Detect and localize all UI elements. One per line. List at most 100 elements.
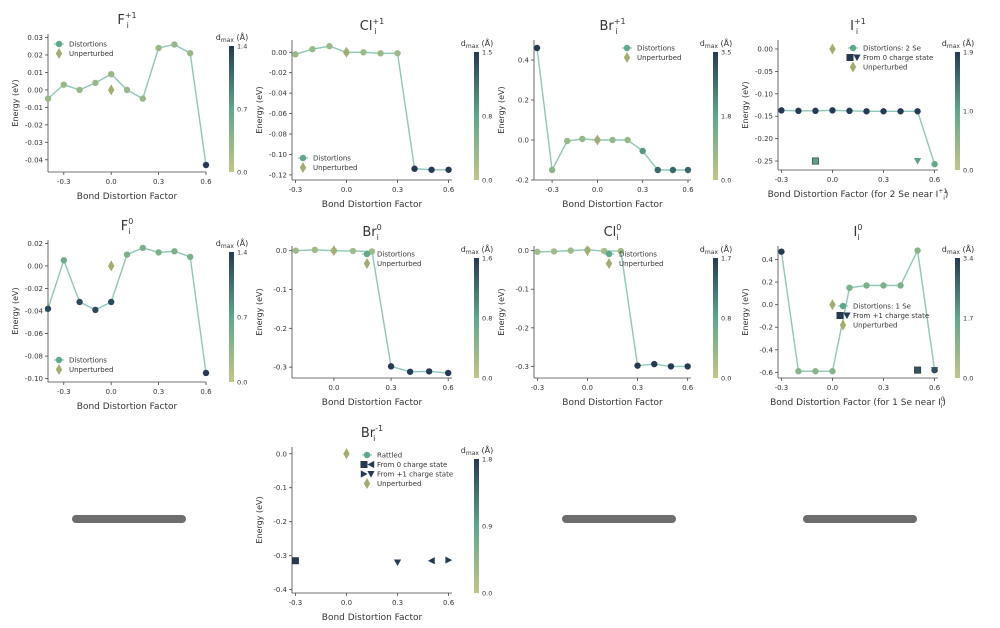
x-tick-label: -0.3 xyxy=(531,384,545,392)
x-tick-label: 0.0 xyxy=(106,178,117,186)
legend-label: Rattled xyxy=(377,452,402,460)
y-axis-label: Energy (eV) xyxy=(255,86,264,133)
data-point xyxy=(108,298,115,306)
data-point xyxy=(76,298,83,306)
data-point xyxy=(913,158,922,165)
y-tick-label: -0.15 xyxy=(755,113,773,121)
unperturbed-point xyxy=(108,84,115,96)
data-point xyxy=(202,161,210,169)
legend-marker xyxy=(363,250,371,258)
chart-title: Cl0 i xyxy=(604,223,622,242)
x-axis-label: Bond Distortion Factor xyxy=(322,613,423,623)
colorbar xyxy=(229,252,234,382)
legend-marker xyxy=(55,356,63,364)
y-tick-label: -0.02 xyxy=(25,285,43,293)
data-point xyxy=(533,44,541,52)
colorbar-title: dmax (Å) xyxy=(700,37,732,50)
chart-title-sub: i xyxy=(374,27,376,36)
unperturbed-point xyxy=(584,245,591,257)
chart-title-sub: i xyxy=(856,27,858,36)
data-point xyxy=(187,253,194,261)
series-line xyxy=(295,45,449,171)
data-point xyxy=(60,257,67,264)
chart-title-sup: +1 xyxy=(372,17,384,26)
data-point xyxy=(617,247,625,255)
x-tick-label: 0.6 xyxy=(200,388,212,396)
y-tick-label: 0.03 xyxy=(27,34,43,42)
y-tick-label: -0.1 xyxy=(273,484,287,492)
data-point xyxy=(863,282,870,289)
x-axis-label: Bond Distortion Factor xyxy=(322,398,423,408)
colorbar-tick-label: 0.8 xyxy=(721,315,731,323)
y-tick-label: 0.00 xyxy=(27,262,43,270)
colorbar-tick-label: 1.7 xyxy=(963,315,973,323)
unperturbed-point xyxy=(330,245,338,257)
y-tick-label: 0.00 xyxy=(27,86,43,94)
colorbar-title: dmax (Å) xyxy=(700,243,732,256)
data-point xyxy=(139,95,146,102)
y-tick-label: -0.01 xyxy=(25,104,43,112)
colorbar-tick-label: 0.8 xyxy=(482,113,492,121)
colorbar xyxy=(955,258,960,378)
data-point xyxy=(292,51,299,58)
series-line xyxy=(537,249,688,368)
x-tick-label: 0.0 xyxy=(827,384,838,392)
colorbar-title-unit: (Å) xyxy=(234,237,248,248)
x-axis-label: Bond Distortion Factor (for 1 Se near I0… xyxy=(770,396,946,410)
data-point xyxy=(368,248,376,255)
data-point xyxy=(550,248,558,255)
legend-label: Unperturbed xyxy=(863,64,907,72)
y-tick-label: -0.06 xyxy=(269,110,288,118)
chart-title-sup: 0 xyxy=(377,223,382,232)
chart-title-sup: 0 xyxy=(857,223,862,232)
colorbar-title-base: d xyxy=(461,446,466,455)
colorbar-tick-label: 1.8 xyxy=(482,456,492,464)
data-point xyxy=(600,247,608,255)
x-tick-label: 0.6 xyxy=(929,176,941,184)
colorbar-title-sub: max xyxy=(466,249,480,256)
colorbar-title-sub: max xyxy=(947,249,961,256)
data-point xyxy=(309,45,316,53)
colorbar-title-base: d xyxy=(461,39,466,48)
colorbar-title-unit: (Å) xyxy=(960,37,974,48)
y-tick-label: -0.04 xyxy=(25,156,44,164)
colorbar-tick-label: 0.9 xyxy=(482,523,492,531)
colorbar-title-base: d xyxy=(942,245,947,254)
data-point xyxy=(393,559,402,567)
colorbar-tick-label: 0.0 xyxy=(721,177,731,185)
x-tick-label: 0.3 xyxy=(392,186,403,194)
legend-label: Unperturbed xyxy=(377,480,421,488)
data-point xyxy=(846,107,853,115)
data-point xyxy=(795,107,802,115)
colorbar xyxy=(955,52,960,170)
y-tick-label: -0.10 xyxy=(755,90,773,98)
empty-panel-bar-2 xyxy=(562,515,676,523)
colorbar-title-sub: max xyxy=(705,249,719,256)
x-axis-label-end: ) xyxy=(945,190,949,200)
legend-label: Unperturbed xyxy=(619,260,663,268)
chart-title-sup: +1 xyxy=(614,17,626,26)
chart-title: Br-1 i xyxy=(361,424,383,443)
chart-title-sub: i xyxy=(128,227,130,236)
colorbar-title-base: d xyxy=(942,39,947,48)
colorbar-tick-label: 1.0 xyxy=(963,108,973,116)
data-point xyxy=(139,244,146,252)
legend-marker xyxy=(360,470,368,478)
x-tick-label: 0.3 xyxy=(632,384,643,392)
x-axis-label: Bond Distortion Factor xyxy=(77,402,178,412)
data-point xyxy=(846,284,853,291)
data-point xyxy=(567,247,574,254)
x-axis-label-text: Bond Distortion Factor xyxy=(322,398,423,408)
x-tick-label: 0.0 xyxy=(827,176,838,184)
y-tick-label: -0.03 xyxy=(25,139,43,147)
colorbar-tick-label: 0.0 xyxy=(482,177,492,185)
colorbar-title: dmax (Å) xyxy=(942,37,974,50)
unperturbed-point xyxy=(108,260,115,272)
data-point xyxy=(349,247,357,255)
legend-label: Distortions: 2 Se xyxy=(863,45,921,53)
data-point xyxy=(914,366,922,374)
data-point xyxy=(425,368,433,375)
legend-label: Unperturbed xyxy=(69,366,113,374)
x-tick-label: 0.0 xyxy=(341,599,352,607)
data-point xyxy=(564,137,571,145)
